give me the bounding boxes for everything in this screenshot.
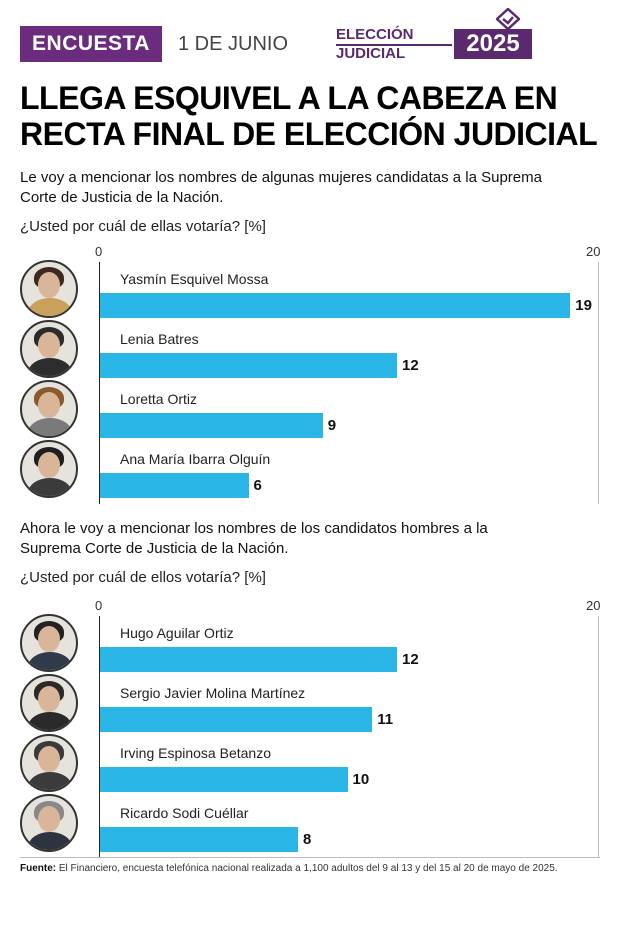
women-bar-value: 9 <box>327 417 337 434</box>
men-intro-line-2: Suprema Corte de Justicia de la Nación. <box>20 540 289 557</box>
badge-year: 2025 <box>454 29 532 59</box>
women-frame-line <box>598 262 599 504</box>
men-tick-min: 0 <box>95 598 103 613</box>
women-candidate-photo <box>20 380 78 438</box>
men-frame-line <box>598 616 599 858</box>
women-bar <box>100 473 249 498</box>
women-intro: Le voy a mencionar los nombres de alguna… <box>20 168 620 208</box>
men-bar <box>100 767 348 792</box>
women-intro-line-1: Le voy a mencionar los nombres de alguna… <box>20 169 542 186</box>
source-label: Fuente: <box>20 863 57 874</box>
men-axis-line <box>99 616 100 858</box>
men-bar-value: 12 <box>402 651 419 668</box>
women-bar-value: 19 <box>575 297 592 314</box>
badge-line-2: JUDICIAL <box>336 44 452 62</box>
women-axis-line <box>99 262 100 504</box>
men-bar-chart: 0 20 Hugo Aguilar Ortiz 12 Sergio Javier M… <box>0 598 640 858</box>
women-candidate-name: Ana María Ibarra Olguín <box>120 451 271 467</box>
women-tick-max: 20 <box>586 244 601 259</box>
survey-tag: ENCUESTA <box>20 26 162 62</box>
badge-wordmark: ELECCIÓN JUDICIAL <box>334 26 452 62</box>
women-bar-value: 6 <box>253 477 262 494</box>
women-candidate-photo <box>20 320 78 378</box>
source-note: Fuente: El Financiero, encuesta telefóni… <box>20 863 620 874</box>
men-intro-line-1: Ahora le voy a mencionar los nombres de … <box>20 520 488 537</box>
headline-line-2: RECTA FINAL DE ELECCIÓN JUDICIAL <box>20 116 598 152</box>
women-candidate-name: Lenia Batres <box>120 331 199 347</box>
men-bar <box>100 707 373 732</box>
source-text: El Financiero, encuesta telefónica nacio… <box>56 863 558 874</box>
women-tick-min: 0 <box>95 244 103 259</box>
women-bar-value: 12 <box>402 357 419 374</box>
headline-line-1: LLEGA ESQUIVEL A LA CABEZA EN <box>20 80 558 116</box>
election-badge: ELECCIÓN JUDICIAL 2025 <box>334 8 532 62</box>
women-bar <box>100 413 323 438</box>
women-bar-chart: 0 20 Yasmín Esquivel Mossa 19 Lenia Batres… <box>0 244 640 504</box>
men-candidate-name: Hugo Aguilar Ortiz <box>120 625 234 641</box>
men-bar <box>100 647 397 672</box>
women-candidate-photo <box>20 440 78 498</box>
badge-line-1: ELECCIÓN <box>336 26 414 43</box>
header: ENCUESTA 1 DE JUNIO ELECCIÓN JUDICIAL 20… <box>20 8 532 62</box>
men-candidate-photo <box>20 674 78 732</box>
men-candidate-photo <box>20 734 78 792</box>
men-bar-value: 11 <box>377 711 394 728</box>
women-bar <box>100 293 571 318</box>
women-candidate-name: Yasmín Esquivel Mossa <box>120 271 269 287</box>
men-intro: Ahora le voy a mencionar los nombres de … <box>20 519 620 559</box>
ballot-logo-icon <box>496 8 520 30</box>
men-candidate-name: Irving Espinosa Betanzo <box>120 745 271 761</box>
women-intro-line-2: Corte de Justicia de la Nación. <box>20 189 224 206</box>
men-bar-value: 10 <box>352 771 370 788</box>
men-bar <box>100 827 298 852</box>
women-candidate-photo <box>20 260 78 318</box>
men-candidate-name: Sergio Javier Molina Martínez <box>120 685 306 701</box>
headline: LLEGA ESQUIVEL A LA CABEZA EN RECTA FINA… <box>20 80 620 152</box>
men-candidate-photo <box>20 794 78 852</box>
men-tick-max: 20 <box>586 598 601 613</box>
publication-date: 1 DE JUNIO <box>178 33 289 55</box>
men-candidate-photo <box>20 614 78 672</box>
women-question: ¿Usted por cuál de ellas votaría? [%] <box>20 218 266 235</box>
men-candidate-name: Ricardo Sodi Cuéllar <box>120 805 249 821</box>
women-candidate-name: Loretta Ortiz <box>120 391 198 407</box>
footer-divider <box>20 857 600 858</box>
women-bar <box>100 353 397 378</box>
men-bar-value: 8 <box>303 831 312 848</box>
men-question: ¿Usted por cuál de ellos votaría? [%] <box>20 569 266 586</box>
